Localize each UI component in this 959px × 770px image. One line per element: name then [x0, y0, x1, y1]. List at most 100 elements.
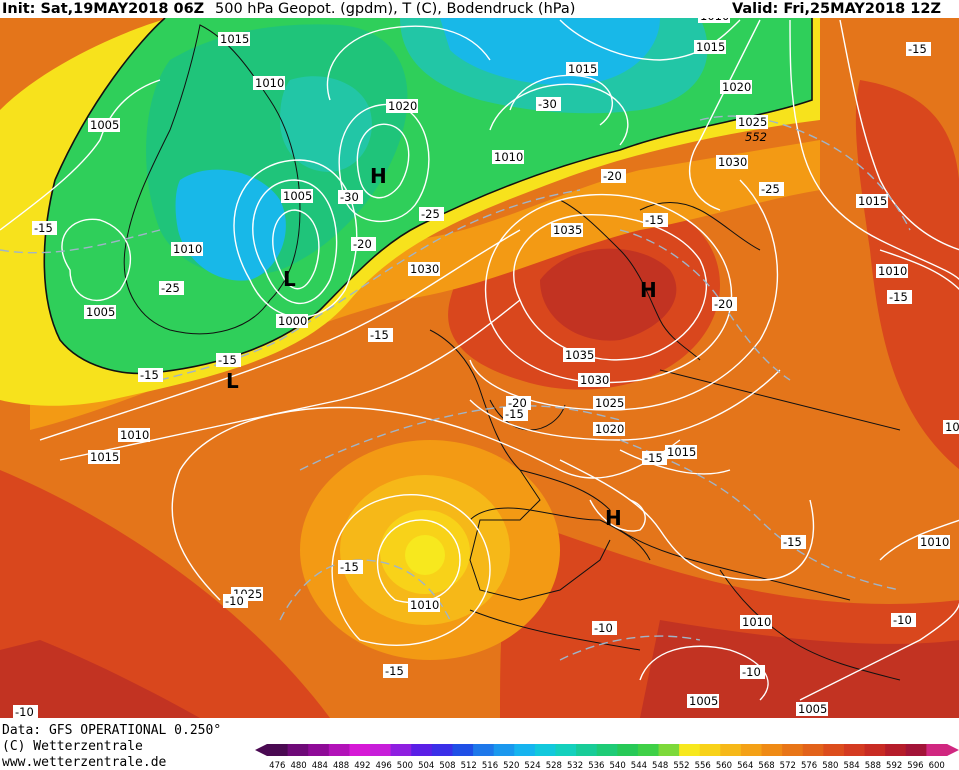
isotherm-label: -15 [340, 560, 359, 574]
isotherm-label-bg [536, 97, 561, 111]
coastlines [123, 24, 901, 681]
isobar-label: 1030 [718, 155, 747, 169]
isobar-label: 1005 [86, 305, 115, 319]
isobar-label: 1035 [565, 348, 594, 362]
isobar-label-bg [694, 40, 726, 54]
isobar-label: 1010 [410, 598, 439, 612]
isobar-label: 1015 [667, 445, 696, 459]
isotherm-label: -15 [385, 664, 404, 678]
isotherm-label: -10 [893, 613, 912, 627]
colorbar-swatch [349, 744, 371, 756]
colorbar-tick-label: 504 [418, 761, 434, 770]
colorbar-swatch [802, 744, 824, 756]
isobar-label-bg [740, 615, 772, 629]
isotherm-label-bg [159, 281, 184, 295]
colorbar-swatch [287, 744, 309, 756]
isobar-label-bg [551, 223, 583, 237]
isotherm-label-bg [891, 613, 916, 627]
colorbar-tick-label: 532 [567, 761, 583, 770]
colorbar-swatch [720, 744, 742, 756]
colorbar-swatch [267, 744, 289, 756]
isobar-label: 1020 [595, 422, 624, 436]
isotherm-label: -20 [603, 169, 622, 183]
isotherm-label-bg [32, 221, 57, 235]
isobar-label: 1020 [722, 80, 751, 94]
isotherm-label-bg [419, 207, 444, 221]
colorbar-tick-label: 492 [354, 761, 370, 770]
colorbar-tick-label: 496 [376, 761, 392, 770]
colorbar-tick-label: 552 [673, 761, 689, 770]
isobar-label-bg [88, 118, 120, 132]
isobar-label: 1015 [220, 32, 249, 46]
high-pressure-center: H [640, 278, 657, 302]
isotherm-label: -15 [908, 42, 927, 56]
isobar-label: 1015 [858, 194, 887, 208]
valid-time: Valid: Fri,25MAY2018 12Z [731, 1, 941, 17]
isotherm-label-bg [781, 535, 806, 549]
isobar-label: 1010 [878, 264, 907, 278]
isobar-label-bg [408, 262, 440, 276]
isotherm-label: -25 [421, 207, 440, 221]
colorbar-tick-label: 524 [524, 761, 540, 770]
isotherm-label: -15 [645, 213, 664, 227]
isobar-label: 1010 [700, 18, 729, 23]
colorbar-tick-label: 476 [269, 761, 285, 770]
isotherm-label: -10 [594, 621, 613, 635]
colorbar-swatch [555, 744, 577, 756]
colorbar-swatch [493, 744, 515, 756]
isobar-label-bg [716, 155, 748, 169]
colorbar-tick-label: 536 [588, 761, 604, 770]
colorbar-swatch [699, 744, 721, 756]
colorbar-swatch [823, 744, 845, 756]
isobar-label: 1000 [278, 314, 307, 328]
colorbar-swatch [411, 744, 433, 756]
isotherm-label: -15 [218, 353, 237, 367]
isobar-label-bg [84, 305, 116, 319]
isotherm-label-bg [13, 705, 38, 718]
isobar-label-bg [253, 76, 285, 90]
isotherm-label: -25 [161, 281, 180, 295]
isotherm-label: -30 [340, 190, 359, 204]
footer-website: www.wetterzentrale.de [2, 755, 167, 770]
colorbar-tick-label: 572 [780, 761, 796, 770]
colorbar-tick-label: 520 [503, 761, 519, 770]
colorbar-swatch [843, 744, 866, 756]
isobar-label-bg [593, 422, 625, 436]
isotherm-label-bg [338, 560, 363, 574]
isotherm-label-bg [368, 328, 393, 342]
isobar-label: 1030 [580, 373, 609, 387]
map-title: 500 hPa Geopot. (gpdm), T (C), Bodendruc… [215, 1, 576, 17]
isobar-label-bg [566, 62, 598, 76]
isotherm-label: -15 [889, 290, 908, 304]
isotherm-label-bg [383, 664, 408, 678]
colorbar-tick-label: 480 [290, 761, 306, 770]
isobar-label: 1010 [920, 535, 949, 549]
isobar-label: 1010 [173, 242, 202, 256]
weather-map: 1015101010051015102010051010101510201025… [0, 18, 959, 718]
colorbar-swatch [576, 744, 598, 756]
isotherm-label: -15 [370, 328, 389, 342]
colorbar-tick-label: 540 [610, 761, 626, 770]
colorbar-tick-label: 516 [482, 761, 498, 770]
isobar-label: 1020 [388, 99, 417, 113]
isobars [0, 19, 959, 701]
colorbar-tick-label: 596 [907, 761, 923, 770]
isotherm-label: -20 [353, 237, 372, 251]
map-header: Init: Sat,19MAY2018 06Z 500 hPa Geopot. … [0, 0, 959, 18]
colorbar-swatch [761, 744, 783, 756]
isotherm-label: -30 [538, 97, 557, 111]
isobar-label-bg [563, 348, 595, 362]
isobar-label-bg [687, 694, 719, 708]
isotherm-label-bg [223, 594, 248, 608]
colorbar-tick-label: 576 [801, 761, 817, 770]
high-pressure-center: H [605, 506, 622, 530]
isobar-label: 1010 [255, 76, 284, 90]
isobar-label-bg [386, 99, 418, 113]
isotherm-label-bg [642, 451, 667, 465]
isotherm-label-bg [351, 237, 376, 251]
colorbar-swatch [864, 744, 886, 756]
colorbar-swatch [390, 744, 412, 756]
colorbar-tick-label: 488 [333, 761, 349, 770]
isobar-label-bg [593, 396, 625, 410]
